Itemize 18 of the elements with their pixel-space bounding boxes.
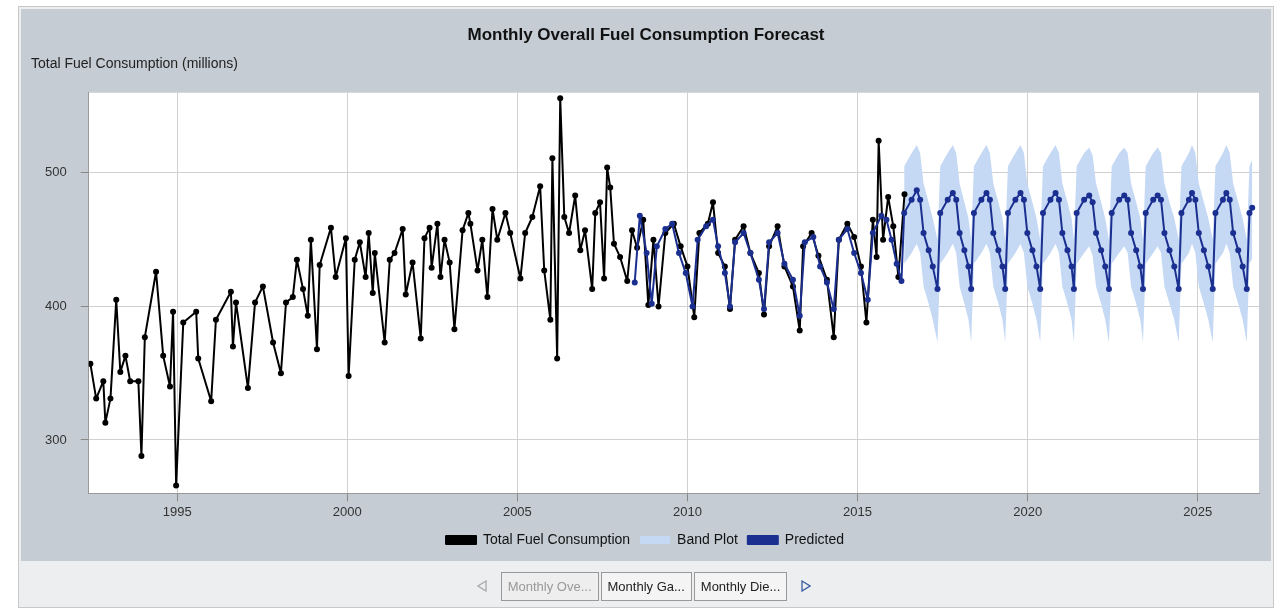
text: Monthly Ga... (600, 571, 692, 601)
x-tick-label: 2015 (843, 503, 873, 519)
x-tick-label: 2010 (672, 503, 702, 519)
legend-label: Total Fuel Consumption (483, 530, 631, 547)
y-axis-title: Total Fuel Consumption (millions) (31, 55, 238, 71)
x-tick-label: 2025 (1183, 503, 1213, 519)
chart-title: Monthly Overall Fuel Consumption Forecast (466, 25, 826, 45)
legend-label: Predicted (784, 530, 844, 547)
y-tick-label: 500 (44, 164, 67, 180)
text: Monthly Ove... (500, 571, 599, 601)
x-tick-label: 2000 (332, 503, 362, 519)
y-tick-label: 400 (44, 298, 67, 314)
x-tick-label: 1995 (162, 503, 192, 519)
x-tick-label: 2020 (1013, 503, 1043, 519)
y-tick-label: 300 (44, 431, 67, 447)
text: Monthly Die... (693, 571, 788, 601)
x-tick-label: 2005 (502, 503, 532, 519)
legend-label: Band Plot (677, 530, 738, 547)
